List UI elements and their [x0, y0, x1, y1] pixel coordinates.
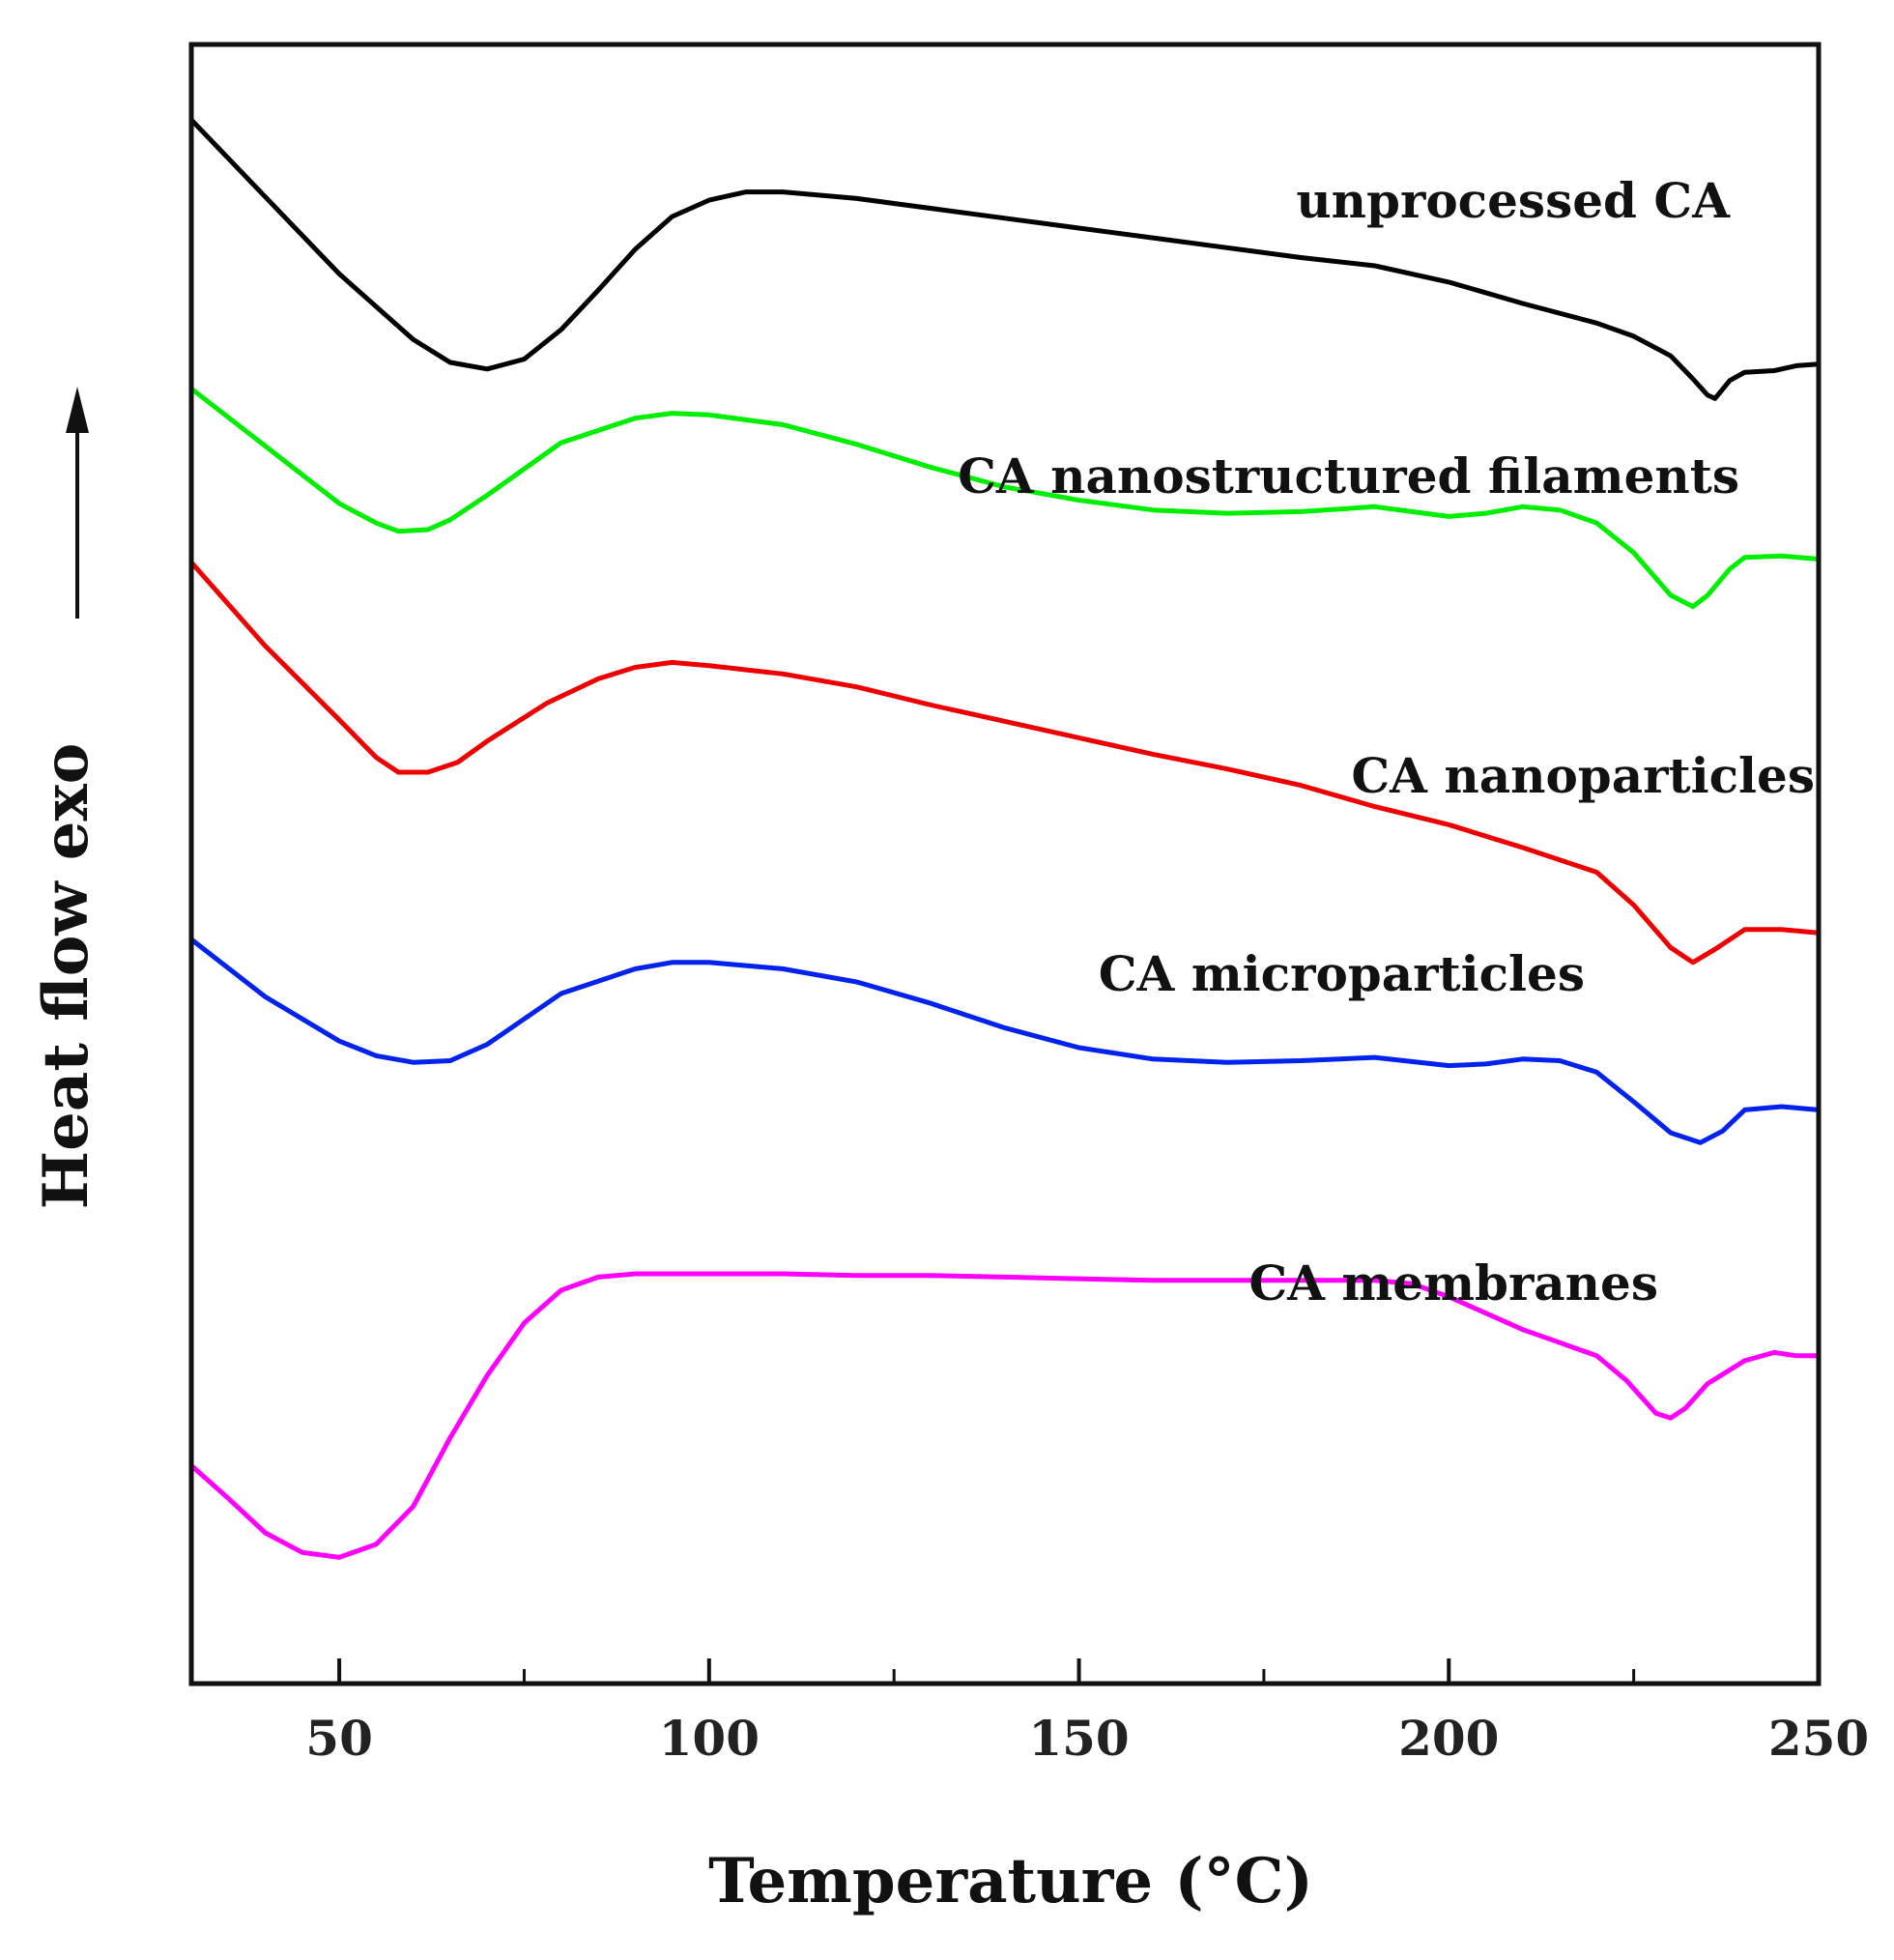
series-line-ca-nanostructured-filaments: [188, 386, 1822, 610]
series-line-ca-microparticles: [188, 937, 1822, 1145]
series-label-ca-microparticles: CA microparticles: [1099, 945, 1585, 1002]
x-tick-label-100: 100: [659, 1710, 760, 1767]
y-axis-title: Heat flow exo: [30, 743, 102, 1210]
series-label-ca-nanostructured-filaments: CA nanostructured filaments: [958, 447, 1739, 504]
series-label-unprocessed-ca: unprocessed CA: [1296, 172, 1731, 229]
y-axis-arrow: [66, 387, 89, 619]
series-label-ca-nanoparticles: CA nanoparticles: [1351, 747, 1815, 804]
plot-frame: [188, 42, 1822, 1686]
series-line-ca-membranes: [188, 1271, 1822, 1560]
x-tick-label-250: 250: [1768, 1710, 1869, 1767]
x-tick-label-50: 50: [305, 1710, 373, 1767]
x-tick-label-200: 200: [1398, 1710, 1499, 1767]
series-labels: unprocessed CA CA nanostructured filament…: [958, 172, 1815, 1311]
series-line-unprocessed-ca: [188, 117, 1822, 401]
axes: 50 100 150 200 250: [188, 42, 1869, 1767]
series-line-ca-nanoparticles: [188, 560, 1822, 966]
x-axis-title: Temperature (°C): [708, 1845, 1313, 1917]
x-tick-label-150: 150: [1028, 1710, 1129, 1767]
plot-area: [188, 117, 1822, 1560]
series-label-ca-membranes: CA membranes: [1248, 1254, 1658, 1311]
